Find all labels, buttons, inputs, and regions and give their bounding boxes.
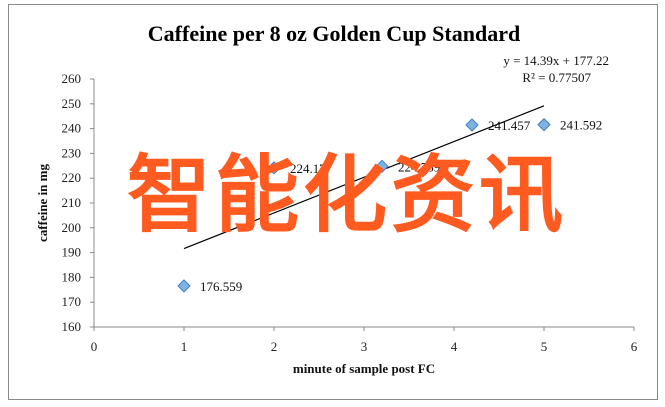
- data-point-label: 176.559: [200, 279, 242, 294]
- y-tick-label: 220: [62, 170, 82, 185]
- tick-labels: 0 1 2 3 4 5 6 160 170 180 190 200 210 220 230 240 250 260: [62, 71, 638, 354]
- chart-title: Caffeine per 8 oz Golden Cup Standard: [148, 21, 520, 46]
- y-tick-label: 230: [62, 145, 82, 160]
- x-tick-label: 4: [451, 339, 458, 354]
- data-point-marker: [537, 117, 551, 132]
- trendline: [183, 105, 545, 250]
- x-tick-label: 0: [91, 339, 98, 354]
- data-point-label: 224.789: [398, 159, 440, 174]
- y-tick-label: 240: [62, 121, 82, 136]
- x-axis-label: minute of sample post FC: [293, 361, 435, 376]
- axes: [90, 78, 635, 331]
- y-axis-label: caffeine in mg: [35, 164, 50, 242]
- y-tick-label: 160: [62, 319, 82, 334]
- data-point-label: 241.592: [560, 118, 602, 133]
- x-tick-label: 6: [631, 339, 638, 354]
- y-tick-label: 200: [62, 220, 82, 235]
- y-tick-label: 210: [62, 195, 82, 210]
- trendline-equation: y = 14.39x + 177.22: [503, 53, 609, 68]
- y-tick-label: 260: [62, 71, 82, 86]
- r-squared-label: R² = 0.77507: [522, 70, 591, 85]
- x-tick-label: 3: [361, 339, 368, 354]
- data-point-marker: [465, 118, 479, 132]
- y-tick-label: 190: [62, 245, 82, 260]
- y-tick-label: 250: [62, 96, 82, 111]
- x-tick-label: 1: [181, 339, 188, 354]
- data-point-marker: [267, 161, 281, 175]
- y-tick-label: 180: [62, 269, 82, 284]
- data-point-marker: [375, 159, 389, 174]
- x-tick-label: 2: [271, 339, 278, 354]
- x-tick-label: 5: [541, 339, 548, 354]
- data-point-marker: [177, 279, 191, 293]
- y-tick-label: 170: [62, 294, 82, 309]
- data-point-label: 224.177: [290, 161, 333, 176]
- watermark-overlay: 智能化资讯: [126, 146, 567, 244]
- data-point-label: 241.457: [488, 118, 531, 133]
- data-points: 176.559 224.177 224.789 241.457 241.592: [177, 117, 602, 294]
